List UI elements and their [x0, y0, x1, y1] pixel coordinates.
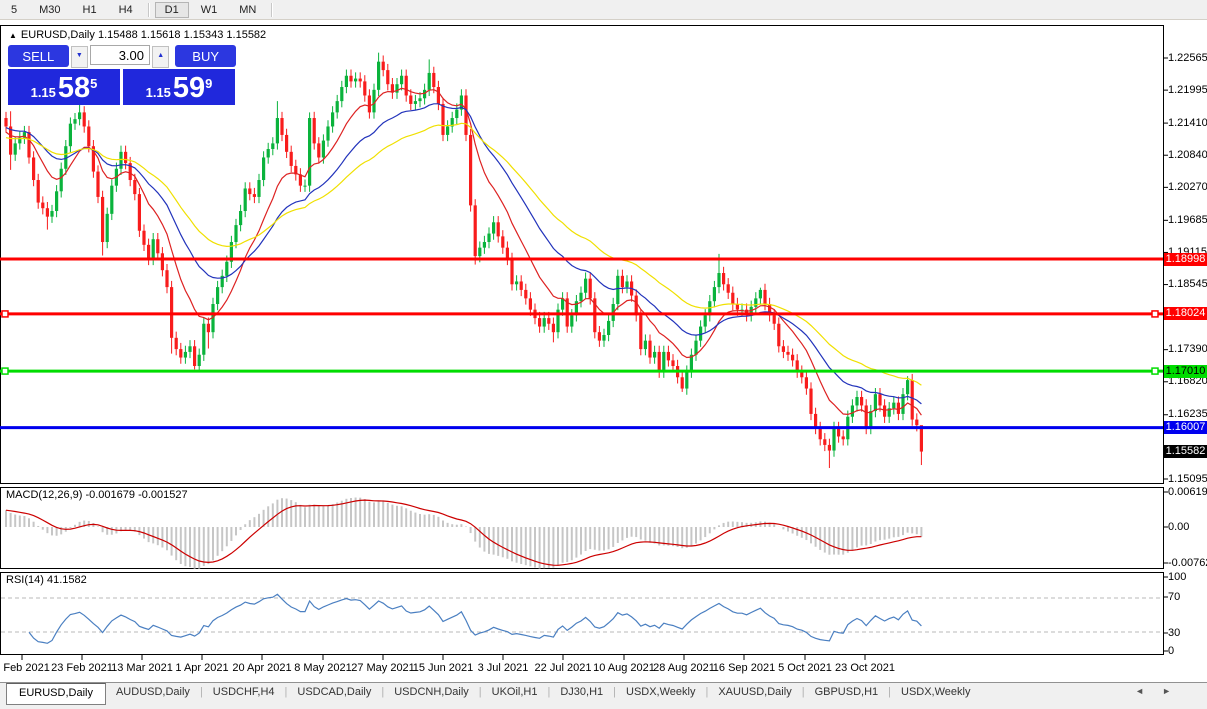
price-tick-label: 1.22565 — [1168, 51, 1207, 64]
macd-axis-label: 0.00 — [1168, 520, 1190, 533]
buy-price-display[interactable]: 1.15 59 9 — [123, 69, 235, 105]
buy-price-sup: 9 — [205, 76, 213, 91]
date-tick-label: 3 Jul 2021 — [477, 662, 529, 674]
rsi-axis-label: 30 — [1168, 626, 1181, 639]
price-tick-label: 1.16235 — [1168, 408, 1207, 421]
date-tick-label: 23 Oct 2021 — [835, 662, 895, 674]
volume-decrease-button[interactable]: ▼ — [70, 46, 88, 68]
rsi-indicator-label: RSI(14) 41.1582 — [6, 574, 87, 586]
chart-tab-xauusd-daily[interactable]: XAUUSD,Daily — [718, 686, 792, 698]
tab-separator: | — [381, 686, 385, 698]
volume-input[interactable] — [90, 45, 150, 65]
tab-separator: | — [705, 686, 709, 698]
toolbar-separator — [147, 2, 150, 17]
price-tick-label: 1.16820 — [1168, 375, 1207, 388]
date-tick-label: 1 Apr 2021 — [175, 662, 229, 674]
macd-axis-label: 0.006193 — [1168, 485, 1207, 498]
level-price-tag: 1.17010 — [1164, 364, 1207, 378]
level-price-tag: 1.18024 — [1164, 307, 1207, 321]
price-tick-label: 1.15095 — [1168, 472, 1207, 485]
buy-price-small: 1.15 — [145, 85, 171, 100]
rsi-axis-label: 100 — [1168, 570, 1187, 583]
timeframe-button-m30[interactable]: M30 — [39, 3, 61, 16]
level-price-tag: 1.18998 — [1164, 252, 1207, 266]
date-tick-label: 16 Sep 2021 — [712, 662, 776, 674]
date-tick-label: 13 Mar 2021 — [111, 662, 173, 674]
date-tick-label: 28 Aug 2021 — [653, 662, 715, 674]
price-tick-label: 1.21410 — [1168, 116, 1207, 129]
timeframe-button-h4[interactable]: H4 — [118, 3, 133, 16]
tab-separator: | — [613, 686, 616, 698]
date-tick-label: 8 May 2021 — [294, 662, 352, 674]
tab-separator: | — [199, 686, 203, 698]
chart-tab-gbpusd-h1[interactable]: GBPUSD,H1 — [814, 686, 879, 698]
sell-button[interactable]: SELL — [8, 45, 69, 67]
chart-tab-ukoil-h1[interactable]: UKOil,H1 — [491, 686, 538, 698]
chart-tab-usdcnh-daily[interactable]: USDCNH,Daily — [394, 686, 469, 698]
collapse-triangle-icon[interactable]: ▲ — [9, 31, 17, 40]
timeframe-button-h1[interactable]: H1 — [82, 3, 97, 16]
macd-indicator-label: MACD(12,26,9) -0.001679 -0.001527 — [6, 489, 188, 501]
date-tick-label: 4 Feb 2021 — [0, 662, 50, 674]
sell-price-display[interactable]: 1.15 58 5 — [8, 69, 120, 105]
price-tick-label: 1.20840 — [1168, 148, 1207, 161]
chart-tab-usdx-weekly[interactable]: USDX,Weekly — [901, 686, 971, 698]
timeframe-toolbar: 5 M30 H1 H4 D1 W1 MN — [0, 0, 1207, 20]
date-tick-label: 20 Apr 2021 — [232, 662, 292, 674]
buy-button[interactable]: BUY — [175, 45, 236, 67]
tab-separator: | — [547, 686, 551, 698]
date-tick-label: 22 Jul 2021 — [534, 662, 592, 674]
date-tick-label: 27 May 2021 — [351, 662, 415, 674]
volume-increase-button[interactable]: ▲ — [152, 46, 170, 68]
date-tick-label: 15 Jun 2021 — [412, 662, 474, 674]
one-click-trade-panel: SELL ▼ ▲ BUY 1.15 58 5 1.15 59 9 — [8, 45, 236, 105]
macd-axis-label: -0.007621 — [1168, 556, 1207, 569]
timeframe-button-d1[interactable]: D1 — [154, 1, 189, 18]
tab-scroll-left-icon[interactable]: ◄ — [1135, 686, 1163, 696]
price-tick-label: 1.18545 — [1168, 278, 1207, 291]
chart-window-title: ▲ EURUSD,Daily 1.15488 1.15618 1.15343 1.… — [9, 29, 266, 41]
timeframe-button-mn[interactable]: MN — [239, 3, 257, 16]
chart-title-ohlc: 1.15488 1.15618 1.15343 1.15582 — [97, 29, 267, 41]
toolbar-separator — [271, 2, 274, 17]
chart-tab-eurusd-daily[interactable]: EURUSD,Daily — [6, 683, 106, 705]
chart-tab-usdx-weekly[interactable]: USDX,Weekly — [626, 686, 696, 698]
tab-scroll-right-icon[interactable]: ► — [1162, 686, 1189, 696]
timeframe-button-w1[interactable]: W1 — [200, 3, 218, 16]
sell-price-sup: 5 — [90, 76, 98, 91]
timeframe-button-5[interactable]: 5 — [11, 3, 18, 16]
chart-tab-usdcad-daily[interactable]: USDCAD,Daily — [297, 686, 372, 698]
buy-price-big: 59 — [172, 72, 206, 104]
date-tick-label: 10 Aug 2021 — [593, 662, 655, 674]
rsi-axis-label: 0 — [1168, 644, 1175, 657]
price-tick-label: 1.17390 — [1168, 343, 1207, 356]
chart-tab-dj30-h1[interactable]: DJ30,H1 — [560, 686, 604, 698]
chart-tab-bar: EURUSD,Daily AUDUSD,Daily | USDCHF,H4 | USDCA… — [0, 682, 1207, 709]
price-tick-label: 1.19685 — [1168, 213, 1207, 226]
chart-tab-audusd-daily[interactable]: AUDUSD,Daily — [115, 686, 190, 698]
tab-separator: | — [888, 686, 891, 698]
date-tick-label: 23 Feb 2021 — [51, 662, 113, 674]
chart-title-symbol: EURUSD,Daily — [20, 29, 95, 41]
sell-price-big: 58 — [57, 72, 91, 104]
date-tick-label: 5 Oct 2021 — [778, 662, 832, 674]
price-tick-label: 1.20270 — [1168, 180, 1207, 193]
rsi-axis-label: 70 — [1168, 590, 1181, 603]
tab-separator: | — [478, 686, 482, 698]
sell-price-small: 1.15 — [30, 85, 56, 100]
level-price-tag: 1.16007 — [1164, 421, 1207, 435]
tab-separator: | — [284, 686, 288, 698]
tab-separator: | — [801, 686, 805, 698]
chart-tab-usdchf-h4[interactable]: USDCHF,H4 — [212, 686, 275, 698]
current-price-tag: 1.15582 — [1164, 445, 1207, 459]
tab-scroll-arrows: ◄► — [1135, 686, 1189, 696]
price-tick-label: 1.21995 — [1168, 83, 1207, 96]
